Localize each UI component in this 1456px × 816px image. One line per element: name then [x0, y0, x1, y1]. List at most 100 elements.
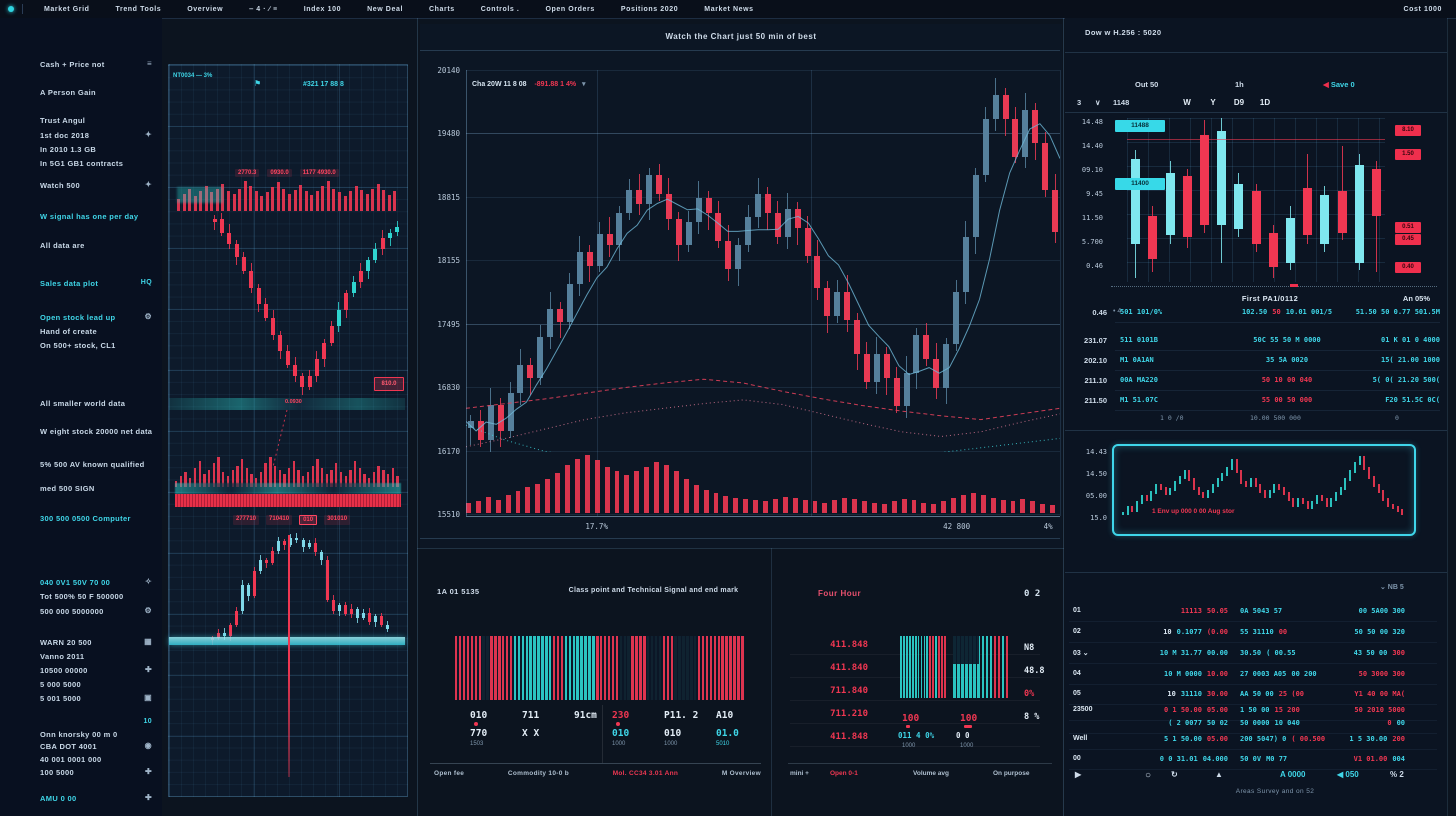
- cell-value: 50 2010 5000: [1354, 706, 1405, 714]
- heat-stripe: [600, 636, 603, 700]
- footer-control[interactable]: ▶: [1075, 770, 1082, 779]
- toolbar-token[interactable]: 3: [1077, 98, 1082, 107]
- footer-label[interactable]: Commodity 10-0 b: [507, 770, 570, 777]
- candle-body: [636, 190, 643, 204]
- heat-stripe: [466, 636, 470, 700]
- sidebar-item[interactable]: Sales data plot HQ: [40, 279, 156, 290]
- footer-control[interactable]: ↻: [1171, 770, 1178, 779]
- red-label: 2770.3: [235, 169, 260, 177]
- menu-item[interactable]: Market Grid: [44, 5, 90, 13]
- heat-stripe: [733, 636, 736, 700]
- sidebar-item[interactable]: med 500 SIGN: [40, 484, 156, 495]
- toolbar-interval-button[interactable]: 1h: [1235, 80, 1244, 89]
- sidebar-item[interactable]: Watch 500 ✦: [40, 180, 156, 192]
- sidebar-item[interactable]: 500 000 5000000 ⚙: [40, 606, 156, 618]
- spark-bar: [1259, 484, 1262, 493]
- sidebar-item[interactable]: 300 500 0500 Computer: [40, 514, 156, 525]
- spark-bar: [1306, 500, 1309, 510]
- bar: [396, 476, 399, 487]
- sidebar-item[interactable]: A Person Gain: [40, 88, 156, 99]
- sidebar-item[interactable]: CBA DOT 4001 ◉: [40, 741, 156, 753]
- spark-bar: [1235, 458, 1238, 473]
- footer-label[interactable]: Volume avg: [913, 770, 950, 777]
- table-control[interactable]: ⌄ NB 5: [1380, 584, 1404, 591]
- sidebar-item[interactable]: Vanno 2011: [40, 652, 156, 663]
- menu-item[interactable]: Controls .: [480, 5, 520, 13]
- chevron-down-icon[interactable]: ▾: [582, 81, 586, 88]
- toolbar-token[interactable]: ∨: [1095, 98, 1101, 107]
- bar: [217, 457, 220, 487]
- menu-item[interactable]: Overview: [187, 5, 224, 13]
- sidebar-item[interactable]: WARN 20 500 ▦: [40, 637, 156, 649]
- timeframe-button[interactable]: Y: [1210, 98, 1216, 107]
- toolbar-out-button[interactable]: Out 50: [1135, 80, 1159, 89]
- sidebar-item[interactable]: Tot 500% 50 F 500000: [40, 592, 156, 603]
- sidebar-item[interactable]: 40 001 0001 000: [40, 755, 156, 766]
- sidebar-item-label: W signal has one per day: [40, 212, 139, 221]
- bar: [278, 469, 281, 487]
- timeframe-button[interactable]: D9: [1233, 98, 1245, 107]
- sidebar-item[interactable]: 5 001 5000 ▣: [40, 693, 156, 705]
- menu-item[interactable]: ‒ 4 · ∕ ≡: [249, 5, 278, 13]
- sidebar-item[interactable]: In 5G1 GB1 contracts: [40, 159, 156, 170]
- save-button[interactable]: ◀ Save 0: [1323, 80, 1355, 89]
- sidebar-item[interactable]: Trust Angul: [40, 116, 156, 127]
- menu-item[interactable]: Index 100: [303, 5, 342, 13]
- footer-control[interactable]: A 0000: [1280, 770, 1306, 779]
- cell-value: ( 00.55: [1266, 649, 1296, 657]
- footer-control[interactable]: ○: [1145, 770, 1152, 781]
- sidebar-item[interactable]: 5% 500 AV known qualified: [40, 460, 156, 471]
- menu-item[interactable]: New Deal: [367, 5, 403, 13]
- timeframe-button[interactable]: W: [1183, 98, 1191, 107]
- sidebar-item[interactable]: W eight stock 20000 net data: [40, 427, 156, 438]
- sidebar-item[interactable]: 1st doc 2018 ✦: [40, 130, 156, 142]
- footer-control[interactable]: ◀ 050: [1337, 770, 1359, 779]
- footer-label[interactable]: Mol. CC34 3.01 Ann: [612, 770, 679, 777]
- footer-label[interactable]: On purpose: [993, 770, 1030, 777]
- footer-label[interactable]: Open 0-1: [830, 770, 858, 777]
- row-divider: [1069, 733, 1437, 734]
- footer-label[interactable]: mini +: [790, 770, 809, 777]
- sidebar-item[interactable]: Cash + Price not ≡: [40, 59, 156, 71]
- sidebar-item[interactable]: All smaller world data: [40, 399, 156, 410]
- bar: [525, 487, 531, 513]
- sidebar-item[interactable]: W signal has one per day: [40, 212, 156, 223]
- toolbar-token[interactable]: 1148: [1113, 98, 1130, 107]
- footer-label[interactable]: Open fee: [434, 770, 465, 777]
- heat-stripe: [961, 636, 964, 698]
- heat-stripe: [623, 636, 626, 700]
- footer-label[interactable]: M Overview: [721, 770, 761, 777]
- sidebar-item[interactable]: In 2010 1.3 GB: [40, 145, 156, 156]
- sidebar-item[interactable]: All data are: [40, 241, 156, 252]
- sidebar-item[interactable]: 5 000 5000: [40, 680, 156, 691]
- timeframe-button[interactable]: 1D: [1259, 98, 1271, 107]
- teal-band: [169, 398, 405, 410]
- footer-control[interactable]: ▲: [1215, 770, 1223, 779]
- bar: [545, 478, 551, 513]
- menubar-right-label[interactable]: Cost 1000: [1403, 5, 1442, 13]
- menu-item[interactable]: Trend Tools: [115, 5, 162, 13]
- bar: [255, 478, 258, 487]
- candle-body: [1251, 191, 1261, 245]
- menu-item[interactable]: Positions 2020: [620, 5, 679, 13]
- sidebar-item[interactable]: On 500+ stock, CL1: [40, 341, 156, 352]
- cell-value: M1 0A1AN: [1120, 356, 1154, 364]
- sidebar-item[interactable]: Hand of create: [40, 327, 156, 338]
- candle-body: [219, 218, 224, 233]
- footer-control[interactable]: % 2: [1390, 770, 1404, 779]
- menu-item[interactable]: Market News: [704, 5, 754, 13]
- sidebar-item[interactable]: 100 5000 ✚: [40, 767, 156, 779]
- sidebar-item[interactable]: 10500 00000 ✚: [40, 665, 156, 677]
- sidebar-item[interactable]: 040 0V1 50V 70 00 ✧: [40, 577, 156, 589]
- bar: [376, 183, 380, 211]
- sidebar-item[interactable]: Onn knorsky 00 m 0: [40, 730, 156, 741]
- sidebar-item[interactable]: Open stock lead up ⚙: [40, 312, 156, 324]
- sidebar-item[interactable]: 10: [40, 718, 156, 729]
- heat-stripe: [611, 636, 615, 700]
- y-tick-label: 16170: [437, 447, 460, 456]
- menu-item[interactable]: Open Orders: [545, 5, 595, 13]
- sidebar-item[interactable]: AMU 0 00 ✚: [40, 793, 156, 805]
- heat-stripe: [654, 636, 658, 700]
- menu-item[interactable]: Charts: [429, 5, 455, 13]
- heat-stripe: [580, 636, 583, 700]
